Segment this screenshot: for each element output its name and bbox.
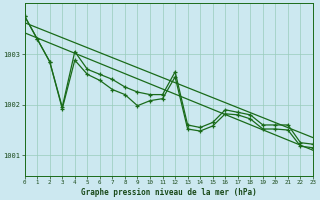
X-axis label: Graphe pression niveau de la mer (hPa): Graphe pression niveau de la mer (hPa) — [81, 188, 257, 197]
